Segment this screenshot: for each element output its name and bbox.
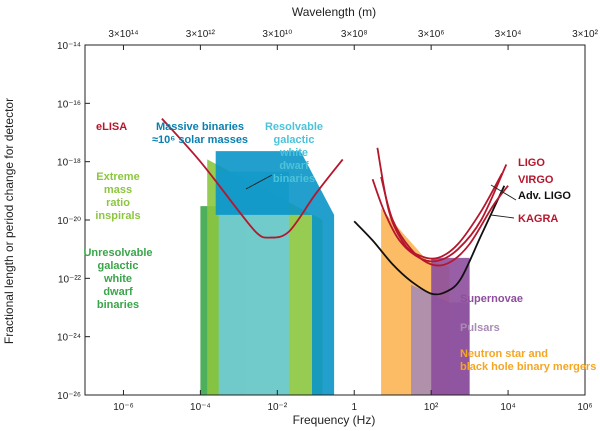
label-pulsars: Pulsars <box>460 322 500 334</box>
y-axis-title: Fractional length or period change for d… <box>2 98 16 344</box>
top-tick-label: 3×10¹⁰ <box>262 29 292 40</box>
label-line: Extreme <box>96 171 139 183</box>
y-tick-label: 10⁻²⁴ <box>57 333 81 344</box>
label-line: binaries <box>97 299 139 311</box>
label-resolvable-galactic-white-dwarf-binaries: Resolvable galactic white dwarf binaries <box>265 121 323 185</box>
label-line: dwarf <box>279 160 309 172</box>
y-tick-label: 10⁻²² <box>58 274 82 285</box>
label-massive-binaries-10-solar-masses: Massive binaries ≈10⁶ solar masses <box>152 121 248 146</box>
top-axis-title: Wavelength (m) <box>292 5 376 19</box>
label-leader-lines <box>245 174 517 219</box>
leader-line <box>490 214 515 219</box>
label-neutron-star-and-black-hole-binary-mergers: Neutron star and black hole binary merger… <box>460 348 596 373</box>
y-tick-label: 10⁻²⁰ <box>57 216 81 227</box>
label-line: Unresolvable <box>83 247 152 259</box>
label-line: Neutron star and <box>460 348 548 360</box>
y-tick-label: 10⁻¹⁶ <box>57 99 81 110</box>
label-supernovae: Supernovae <box>460 293 523 305</box>
annotation-labels: eLISA Massive binaries ≈10⁶ solar masses Re… <box>83 121 596 373</box>
label-line: white <box>103 273 132 285</box>
y-tick-label: 10⁻¹⁴ <box>57 41 81 52</box>
curve-virgo <box>371 164 508 263</box>
label-line: dwarf <box>103 286 133 298</box>
label-line: Resolvable <box>265 121 323 133</box>
x-tick-label: 1 <box>351 402 357 413</box>
curve-kagra <box>380 176 509 267</box>
x-tick-label: 10⁻² <box>267 402 287 413</box>
region-massive-binaries-10-solar-masses <box>215 151 335 395</box>
curve-adv-ligo <box>353 185 506 296</box>
label-line: VIRGO <box>518 174 554 186</box>
label-ligo: LIGO <box>518 157 545 169</box>
label-virgo: VIRGO <box>518 174 554 186</box>
label-line: galactic <box>274 134 315 146</box>
label-adv-ligo: Adv. LIGO <box>518 190 571 202</box>
source-regions <box>200 151 470 395</box>
label-line: Supernovae <box>460 293 523 305</box>
label-line: black hole binary mergers <box>460 361 596 373</box>
label-elisa: eLISA <box>96 121 127 133</box>
y-tick-label: 10⁻¹⁸ <box>57 158 81 169</box>
detector-curves <box>161 118 509 296</box>
label-line: LIGO <box>518 157 545 169</box>
label-kagra: KAGRA <box>518 213 558 225</box>
label-extreme-mass-ratio-inspirals: Extreme mass ratio inspirals <box>95 171 140 222</box>
label-line: mass <box>104 184 132 196</box>
top-tick-label: 3×10¹² <box>186 29 216 40</box>
label-line: Adv. LIGO <box>518 190 571 202</box>
x-tick-label: 10⁴ <box>500 402 515 413</box>
x-axis-title: Frequency (Hz) <box>293 413 376 427</box>
region-resolvable-galactic-white-dwarf-binaries <box>218 171 289 395</box>
label-line: galactic <box>98 260 139 272</box>
label-line: KAGRA <box>518 213 558 225</box>
label-unresolvable-galactic-white-dwarf-binaries: Unresolvable galactic white dwarf binaries <box>83 247 152 311</box>
label-line: eLISA <box>96 121 127 133</box>
x-tick-label: 10⁶ <box>577 402 592 413</box>
label-line: binaries <box>273 173 315 185</box>
x-tick-label: 10⁻⁶ <box>113 402 134 413</box>
x-tick-label: 10⁻⁴ <box>190 402 211 413</box>
x-tick-label: 10² <box>424 402 439 413</box>
curve-elisa <box>161 118 344 239</box>
top-tick-label: 3×10¹⁴ <box>108 29 138 40</box>
label-line: white <box>279 147 308 159</box>
label-line: ≈10⁶ solar masses <box>152 134 248 146</box>
leader-line <box>490 184 517 201</box>
leader-line <box>245 174 273 190</box>
top-tick-label: 3×10⁸ <box>341 29 368 40</box>
y-tick-label: 10⁻²⁶ <box>57 391 81 402</box>
label-line: Pulsars <box>460 322 500 334</box>
axis-ticks: 10⁻⁶ 10⁻⁴ 10⁻² 1 10² 10⁴ 10⁶ 3×10¹⁴ 3×10¹² 3×10¹⁰… <box>57 29 599 413</box>
top-tick-label: 3×10² <box>572 29 599 40</box>
region-supernovae <box>431 257 470 395</box>
label-line: inspirals <box>95 210 140 222</box>
label-line: Massive binaries <box>156 121 244 133</box>
label-line: ratio <box>106 197 130 209</box>
top-tick-label: 3×10⁶ <box>418 29 445 40</box>
top-tick-label: 3×10⁴ <box>495 29 522 40</box>
